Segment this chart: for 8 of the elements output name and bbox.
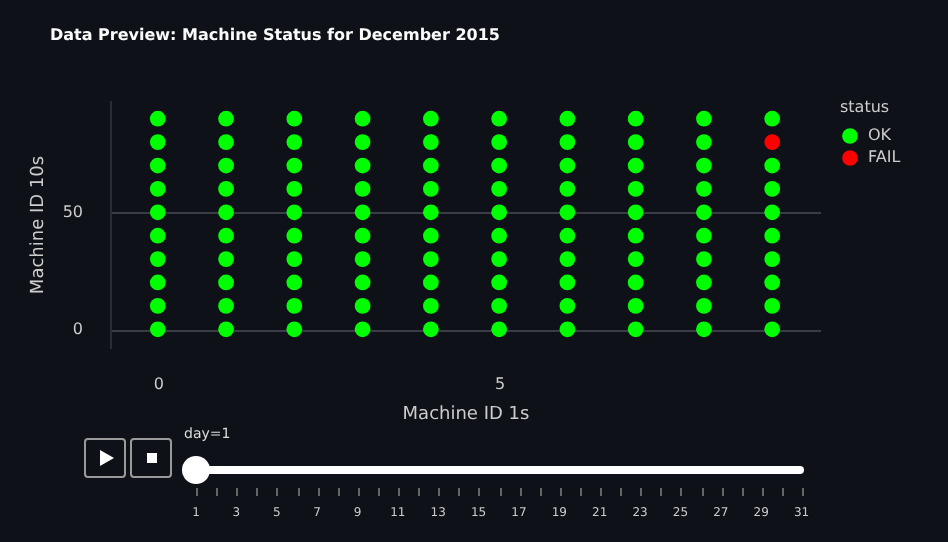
x-axis-title: Machine ID 1s: [402, 405, 531, 425]
legend-label: OK: [868, 126, 893, 144]
y-tick-label: 50: [62, 203, 83, 222]
x-tick-label: 5: [495, 375, 506, 393]
legend-title: status: [840, 98, 890, 116]
chart-title: Data Preview: Machine Status for December 2015: [50, 26, 501, 44]
legend-label: FAIL: [868, 148, 902, 166]
y-axis-title: Machine ID 10s: [28, 155, 49, 295]
